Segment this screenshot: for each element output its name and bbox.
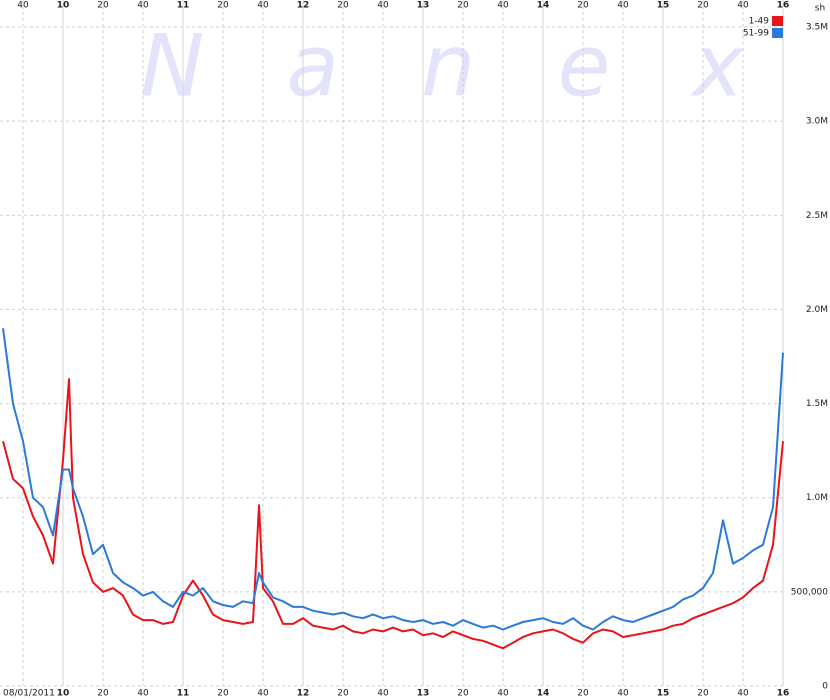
legend-label: 51-99 xyxy=(743,29,769,39)
x-tick-label-top: 40 xyxy=(497,1,509,11)
x-tick-label-top: 13 xyxy=(417,1,430,11)
series-line xyxy=(2,328,784,631)
y-tick-label: 2.0M xyxy=(806,305,828,315)
date-label: 08/01/2011 xyxy=(3,689,55,699)
x-tick-label-top: 16 xyxy=(777,1,790,11)
x-tick-label-bottom: 20 xyxy=(577,689,589,699)
x-tick-label-bottom: 16 xyxy=(777,689,790,699)
y-tick-label: 3.0M xyxy=(806,117,828,127)
x-tick-label-bottom: 15 xyxy=(657,689,670,699)
x-tick-label-bottom: 40 xyxy=(737,689,749,699)
x-tick-label-top: 20 xyxy=(337,1,349,11)
x-tick-label-bottom: 20 xyxy=(337,689,349,699)
legend-swatch xyxy=(772,28,783,38)
y-tick-label: 3.5M xyxy=(806,23,828,33)
x-tick-label-bottom: 10 xyxy=(57,689,70,699)
x-tick-label-top: 20 xyxy=(457,1,469,11)
x-tick-label-bottom: 20 xyxy=(697,689,709,699)
watermark: Nanex xyxy=(140,16,825,116)
x-tick-label-top: 12 xyxy=(297,1,310,11)
x-tick-label-bottom: 40 xyxy=(137,689,149,699)
x-tick-label-top: 40 xyxy=(617,1,629,11)
unit-label: sh xyxy=(815,4,825,14)
y-tick-label: 1.5M xyxy=(806,399,828,409)
x-tick-label-top: 40 xyxy=(257,1,269,11)
y-tick-label: 500,000 xyxy=(791,587,828,597)
legend-swatch xyxy=(772,16,783,26)
x-tick-label-top: 14 xyxy=(537,1,550,11)
y-tick-label: 2.5M xyxy=(806,211,828,221)
series-line xyxy=(2,378,784,650)
x-tick-label-bottom: 20 xyxy=(217,689,229,699)
x-tick-label-bottom: 20 xyxy=(97,689,109,699)
x-tick-label-top: 20 xyxy=(577,1,589,11)
y-tick-label: 1.0M xyxy=(806,493,828,503)
x-tick-label-top: 40 xyxy=(17,1,29,11)
x-tick-label-bottom: 40 xyxy=(377,689,389,699)
x-tick-label-bottom: 40 xyxy=(497,689,509,699)
x-tick-label-top: 20 xyxy=(217,1,229,11)
legend-label: 1-49 xyxy=(749,17,770,27)
x-tick-label-top: 20 xyxy=(697,1,709,11)
x-tick-label-bottom: 40 xyxy=(257,689,269,699)
x-tick-label-bottom: 11 xyxy=(177,689,190,699)
x-tick-label-top: 15 xyxy=(657,1,670,11)
x-tick-label-top: 40 xyxy=(377,1,389,11)
y-tick-label: 0 xyxy=(822,682,828,692)
x-tick-label-bottom: 14 xyxy=(537,689,550,699)
x-tick-label-bottom: 20 xyxy=(457,689,469,699)
x-tick-label-top: 40 xyxy=(137,1,149,11)
x-tick-label-bottom: 40 xyxy=(617,689,629,699)
x-tick-label-top: 10 xyxy=(57,1,70,11)
x-tick-label-top: 20 xyxy=(97,1,109,11)
x-tick-label-top: 40 xyxy=(737,1,749,11)
x-tick-label-bottom: 12 xyxy=(297,689,310,699)
x-tick-label-bottom: 13 xyxy=(417,689,430,699)
x-tick-label-top: 11 xyxy=(177,1,190,11)
